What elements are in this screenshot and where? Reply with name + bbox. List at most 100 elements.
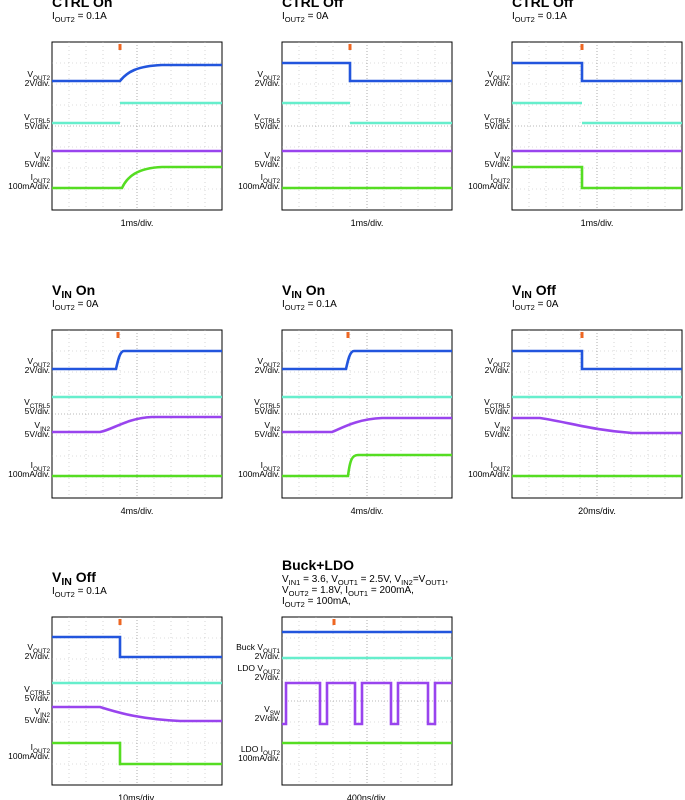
channel-scale: 2V/div.	[255, 651, 280, 661]
scope-screen	[281, 41, 453, 211]
text-run: = 0.1A	[75, 11, 107, 22]
channel-name: VOUT2	[257, 356, 280, 369]
channel-name: VIN2	[494, 150, 510, 163]
text-run: Buck+LDO	[282, 557, 354, 573]
timebase: 400ns/div.	[347, 793, 387, 800]
channel-name: VCTRL5	[484, 397, 510, 410]
channel-scale: 5V/div.	[25, 693, 50, 703]
timebase: 1ms/div.	[581, 218, 614, 228]
panel-condition: IOUT2 = 0.1A	[52, 586, 107, 599]
subscript: IN2	[40, 712, 50, 719]
text-run: Buck V	[236, 642, 263, 652]
channel-scale: 100mA/div.	[8, 469, 50, 479]
panel-condition: IOUT2 = 0.1A	[52, 11, 107, 24]
text-run: I	[31, 742, 33, 752]
subscript: IN	[291, 289, 302, 301]
subscript: OUT2	[493, 75, 510, 82]
channel-scale: 2V/div.	[485, 365, 510, 375]
text-run: = 0.1A	[75, 586, 107, 597]
subscript: IN2	[40, 156, 50, 163]
channel-name: VIN2	[34, 150, 50, 163]
subscript: OUT2	[285, 15, 305, 24]
trigger-marker	[118, 619, 122, 625]
subscript: IN2	[40, 426, 50, 433]
text-run: LDO V	[238, 663, 264, 673]
subscript: OUT2	[493, 362, 510, 369]
text-run: = 100mA,	[305, 596, 351, 607]
waveform	[282, 61, 452, 83]
channel-name: VCTRL5	[24, 397, 50, 410]
text-run: V	[24, 397, 30, 407]
subscript: OUT2	[33, 466, 50, 473]
subscript: IN2	[270, 426, 280, 433]
text-run: V	[282, 585, 289, 596]
text-run: V	[257, 69, 263, 79]
subscript: IN	[61, 289, 72, 301]
text-run: V	[264, 704, 270, 714]
subscript: CTRL5	[260, 403, 281, 410]
channel-name: VCTRL5	[484, 112, 510, 125]
subscript: OUT2	[33, 362, 50, 369]
channel-scale: 5V/div.	[25, 429, 50, 439]
channel-name: IOUT2	[31, 460, 51, 473]
waveform	[282, 453, 452, 478]
text-run: V	[34, 150, 40, 160]
waveform	[512, 61, 682, 83]
channel-scale: 5V/div.	[485, 121, 510, 131]
channel-scale: 100mA/div.	[238, 181, 280, 191]
waveform	[52, 101, 222, 125]
channel-name: Buck VOUT1	[236, 642, 280, 655]
subscript: OUT2	[263, 466, 280, 473]
text-run: = 0A	[75, 299, 99, 310]
subscript: OUT2	[263, 750, 280, 757]
text-run: I	[512, 11, 515, 22]
channel-name: IOUT2	[491, 460, 511, 473]
panel-title: VIN On	[282, 282, 325, 301]
text-run: V	[24, 684, 30, 694]
channel-name: VOUT2	[257, 69, 280, 82]
subscript: OUT2	[515, 15, 535, 24]
subscript: OUT2	[285, 600, 305, 609]
waveform	[512, 101, 682, 125]
channel-scale: 5V/div.	[25, 406, 50, 416]
text-run: V	[254, 112, 260, 122]
text-run: On	[72, 282, 95, 298]
trigger-marker	[116, 332, 120, 338]
text-run: I	[282, 596, 285, 607]
subscript: OUT1	[263, 648, 280, 655]
channel-name: VIN2	[494, 420, 510, 433]
text-run: V	[494, 150, 500, 160]
channel-name: VCTRL5	[24, 112, 50, 125]
text-run: I	[52, 586, 55, 597]
panel-title: CTRL Off	[512, 0, 574, 10]
timebase: 1ms/div.	[121, 218, 154, 228]
waveform	[282, 101, 452, 125]
text-run: On	[302, 282, 325, 298]
subscript: OUT2	[515, 303, 535, 312]
text-run: I	[282, 11, 285, 22]
subscript: OUT2	[263, 362, 280, 369]
subscript: OUT2	[55, 590, 75, 599]
panel-condition: IOUT2 = 100mA,	[282, 596, 351, 609]
text-run: I	[52, 11, 55, 22]
subscript: OUT2	[493, 178, 510, 185]
panel-title: CTRL On	[52, 0, 112, 10]
text-run: V	[27, 642, 33, 652]
channel-name: VIN2	[264, 420, 280, 433]
waveform	[512, 416, 682, 435]
subscript: OUT2	[33, 648, 50, 655]
panel-title: VIN Off	[52, 569, 96, 588]
text-run: I	[491, 172, 493, 182]
waveform	[52, 415, 222, 434]
channel-scale: 2V/div.	[25, 365, 50, 375]
channel-scale: 5V/div.	[485, 406, 510, 416]
waveform	[52, 349, 222, 371]
channel-scale: 100mA/div.	[238, 753, 280, 763]
text-run: CTRL On	[52, 0, 112, 10]
subscript: OUT2	[263, 669, 280, 676]
channel-name: VCTRL5	[24, 684, 50, 697]
panel-condition: IOUT2 = 0A	[512, 299, 559, 312]
text-run: V	[34, 420, 40, 430]
trigger-marker	[332, 619, 336, 625]
